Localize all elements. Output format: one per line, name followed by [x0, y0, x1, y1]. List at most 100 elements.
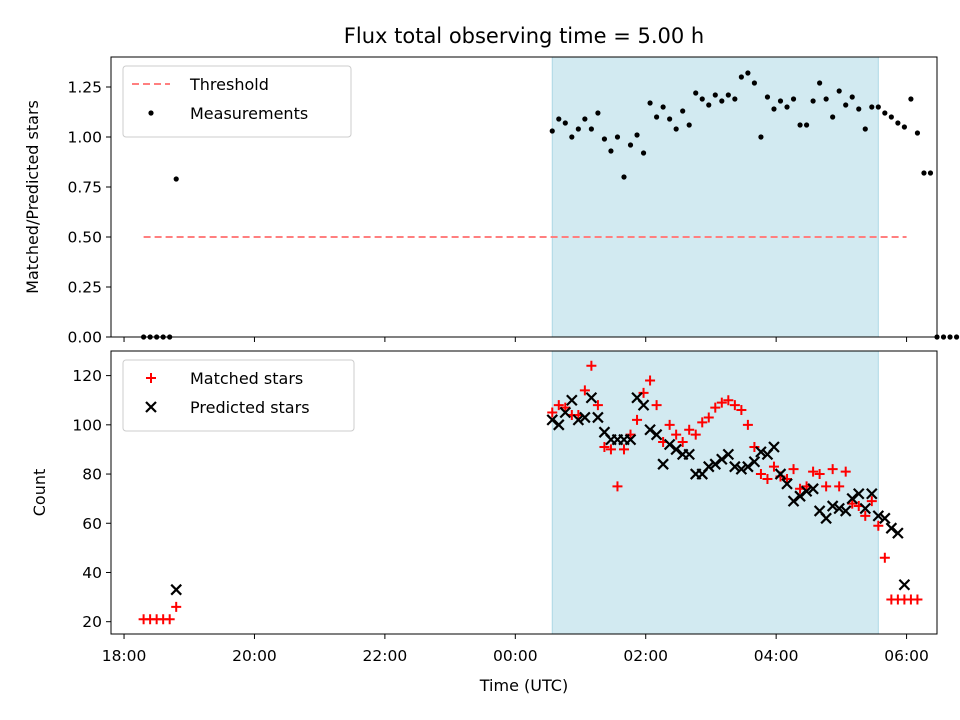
- matched-point: [697, 417, 708, 428]
- measurement-point: [621, 174, 627, 180]
- legend-label: Threshold: [189, 75, 269, 94]
- measurement-point: [673, 126, 679, 132]
- measurement-point: [849, 94, 855, 100]
- measurement-point: [595, 110, 601, 116]
- predicted-point: [748, 455, 761, 468]
- measurement-point: [686, 122, 692, 128]
- panel-matched-ratio: 0.00 0.25 0.50 0.75 1.00 1.25 Matched/Predicte…: [23, 56, 960, 347]
- measurement-point: [901, 124, 907, 130]
- matched-point: [703, 412, 714, 423]
- measurement-point: [660, 104, 666, 110]
- predicted-point: [729, 460, 741, 473]
- predicted-point: [787, 495, 800, 507]
- matched-point: [164, 614, 175, 625]
- matched-point: [860, 510, 871, 521]
- measurement-point: [569, 134, 575, 140]
- predicted-point: [585, 391, 598, 404]
- measurement-point: [556, 116, 562, 122]
- matched-point: [586, 360, 597, 371]
- measurement-point: [797, 122, 803, 128]
- observing-window-shade: [552, 351, 879, 634]
- measurement-point: [608, 148, 614, 154]
- matched-point: [808, 466, 819, 477]
- measurement-point: [875, 104, 881, 110]
- measurement-point: [764, 94, 771, 100]
- measurement-point: [869, 104, 875, 110]
- measurement-point: [667, 116, 673, 122]
- measurement-point: [732, 96, 738, 102]
- measurement-point: [699, 96, 705, 102]
- matched-point: [599, 441, 610, 452]
- matched-point: [723, 395, 734, 406]
- matched-point: [847, 498, 858, 509]
- measurement-point: [549, 128, 555, 134]
- y-tick-label: 1.00: [67, 129, 102, 147]
- predicted-point: [650, 428, 663, 441]
- predicted-point: [755, 446, 767, 458]
- predicted-point: [559, 406, 572, 419]
- matched-point: [814, 469, 825, 480]
- measurement-point: [653, 114, 660, 120]
- matched-point: [782, 473, 793, 484]
- legend-box: [122, 359, 355, 432]
- measurement-point: [895, 120, 901, 126]
- chart-title: Flux total observing time = 5.00 h: [344, 24, 704, 48]
- measurement-point: [680, 108, 686, 114]
- matched-point: [579, 385, 590, 396]
- measurement-point: [706, 102, 712, 108]
- predicted-point: [553, 419, 565, 431]
- measurement-point: [888, 114, 894, 120]
- predicted-point: [644, 423, 656, 436]
- predicted-point: [820, 512, 832, 525]
- predicted-point: [624, 433, 637, 446]
- matched-point: [632, 414, 643, 425]
- y-tick-label: 0.75: [67, 179, 102, 197]
- matched-point: [171, 601, 182, 612]
- matched-point: [684, 424, 695, 435]
- matched-point: [788, 464, 799, 475]
- measurement-point: [777, 98, 784, 104]
- y-tick-label: 80: [82, 466, 102, 484]
- legend-swatch: [148, 110, 154, 116]
- measurement-point: [601, 136, 608, 142]
- predicted-point: [800, 485, 813, 498]
- x-tick-label: 04:00: [754, 647, 799, 665]
- matched-point: [618, 444, 629, 455]
- matched-point: [768, 461, 779, 472]
- measurement-point: [771, 106, 777, 112]
- measurement-point: [647, 100, 653, 106]
- y-tick-label: 40: [82, 564, 102, 582]
- predicted-point: [709, 458, 722, 470]
- predicted-point: [859, 502, 872, 515]
- predicted-point: [781, 478, 793, 490]
- measurement-point: [836, 88, 842, 94]
- x-tick-label: 20:00: [232, 647, 277, 665]
- measurement-point: [614, 134, 621, 140]
- matched-point: [879, 552, 890, 563]
- predicted-point: [566, 394, 578, 406]
- panel-star-counts: 20 40 60 80 100 120 18:00 20:00 22:00 00:00 02:00 0…: [30, 350, 938, 665]
- measurement-point: [790, 96, 797, 102]
- matched-point: [912, 594, 923, 605]
- matched-point: [638, 387, 649, 398]
- predicted-point: [833, 502, 845, 515]
- matched-point: [716, 397, 727, 408]
- matched-point: [729, 400, 740, 411]
- x-tick-label: 02:00: [623, 647, 668, 665]
- predicted-point: [742, 460, 754, 473]
- predicted-point: [885, 522, 898, 534]
- predicted-point: [637, 399, 650, 411]
- measurement-point: [562, 120, 568, 126]
- legend: Threshold Measurements: [122, 65, 352, 138]
- y-axis-label: Matched/Predicted stars: [23, 100, 42, 294]
- matched-point: [827, 464, 838, 475]
- observing-window-shade: [552, 57, 879, 337]
- matched-point: [560, 402, 571, 413]
- predicted-point: [794, 490, 806, 502]
- predicted-point: [846, 492, 859, 505]
- measurement-point: [693, 90, 699, 96]
- measurement-point: [719, 98, 725, 104]
- measurement-point: [927, 170, 934, 176]
- measurement-point: [640, 150, 647, 156]
